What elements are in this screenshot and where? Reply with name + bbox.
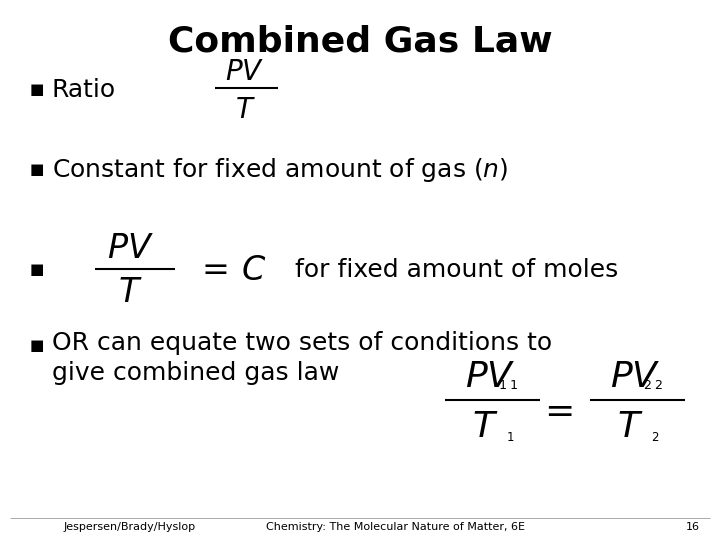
Text: ${}_{1}$: ${}_{1}$ (505, 426, 514, 444)
Text: $\mathit{P}\mathit{V}$: $\mathit{P}\mathit{V}$ (464, 360, 516, 394)
Text: OR can equate two sets of conditions to: OR can equate two sets of conditions to (52, 331, 552, 355)
Text: give combined gas law: give combined gas law (52, 361, 339, 385)
Text: 16: 16 (686, 522, 700, 532)
Text: $\mathit{T}$: $\mathit{T}$ (617, 410, 643, 444)
Text: $\mathit{PV}$: $\mathit{PV}$ (225, 58, 265, 86)
Text: ■: ■ (30, 338, 45, 353)
Text: for fixed amount of moles: for fixed amount of moles (295, 258, 618, 282)
Text: Combined Gas Law: Combined Gas Law (168, 25, 552, 59)
Text: Jespersen/Brady/Hyslop: Jespersen/Brady/Hyslop (64, 522, 196, 532)
Text: $=\,\mathit{C}$: $=\,\mathit{C}$ (195, 253, 266, 287)
Text: ${}_{1\;1}$: ${}_{1\;1}$ (498, 374, 518, 392)
Text: ■: ■ (30, 163, 45, 178)
Text: ■: ■ (30, 262, 45, 278)
Text: ■: ■ (30, 83, 45, 98)
Text: $\mathit{T}$: $\mathit{T}$ (472, 410, 498, 444)
Text: Ratio: Ratio (52, 78, 116, 102)
Text: ${}_{2}$: ${}_{2}$ (651, 426, 660, 444)
Text: $\mathit{P}\mathit{V}$: $\mathit{P}\mathit{V}$ (610, 360, 660, 394)
Text: $\mathit{PV}$: $\mathit{PV}$ (107, 232, 153, 265)
Text: $\mathit{T}$: $\mathit{T}$ (117, 275, 143, 308)
Text: Chemistry: The Molecular Nature of Matter, 6E: Chemistry: The Molecular Nature of Matte… (266, 522, 524, 532)
Text: Constant for fixed amount of gas ($\mathit{n}$): Constant for fixed amount of gas ($\math… (52, 156, 508, 184)
Text: ${}_{2\;2}$: ${}_{2\;2}$ (643, 374, 663, 392)
Text: $\mathit{T}$: $\mathit{T}$ (235, 96, 256, 124)
Text: $=$: $=$ (537, 393, 573, 427)
